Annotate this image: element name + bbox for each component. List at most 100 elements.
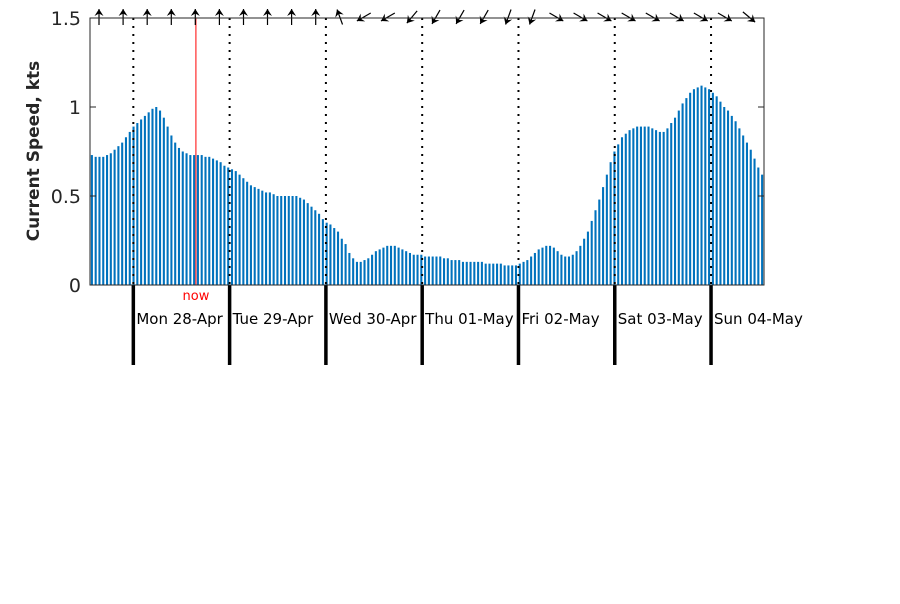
speed-bar: [208, 156, 211, 285]
speed-bar: [249, 185, 252, 285]
day-label: Sat 03-May: [618, 310, 703, 328]
speed-bar: [98, 156, 101, 285]
speed-bar: [185, 153, 188, 285]
direction-arrow: [717, 12, 733, 22]
speed-bar: [575, 251, 578, 285]
speed-bar: [223, 165, 226, 285]
speed-bar: [378, 249, 381, 285]
direction-arrow: [287, 9, 297, 25]
speed-bar: [711, 92, 714, 285]
speed-bar: [655, 130, 658, 285]
speed-bar: [359, 261, 362, 285]
day-lines-layer: [131, 18, 713, 365]
speed-bar: [181, 151, 184, 285]
yticks-layer: 0 0.5 1 1.5: [51, 8, 764, 297]
speed-bar: [552, 247, 555, 285]
speed-bar: [620, 137, 624, 285]
speed-bar: [730, 115, 733, 286]
speed-bar: [344, 244, 347, 285]
speed-bar: [306, 203, 309, 285]
speed-bar: [291, 196, 294, 285]
speed-bar: [238, 174, 241, 285]
speed-bar: [215, 160, 218, 285]
speed-bar: [427, 256, 430, 285]
speed-bar: [143, 115, 146, 286]
direction-arrow: [597, 12, 612, 22]
speed-bar: [586, 231, 589, 285]
speed-bar: [321, 219, 324, 285]
speed-bar: [518, 263, 521, 285]
direction-arrow: [742, 11, 756, 23]
speed-bar: [757, 167, 760, 285]
speed-bar: [700, 85, 703, 285]
speed-bar: [639, 126, 642, 285]
speed-bar: [159, 110, 162, 285]
speed-bar: [662, 131, 665, 285]
speed-bar: [480, 261, 483, 285]
speed-bar: [257, 188, 260, 285]
speed-bar: [242, 178, 245, 285]
speed-bar: [200, 155, 203, 285]
speed-bar: [136, 123, 139, 286]
speed-bar: [246, 181, 249, 285]
direction-arrow: [214, 9, 224, 25]
speed-bar: [545, 245, 548, 285]
direction-arrow: [239, 9, 248, 25]
speed-bar: [401, 249, 404, 285]
day-labels-layer: Mon 28-Apr Tue 29-Apr Wed 30-Apr Thu 01-May…: [136, 310, 803, 328]
speed-bar: [265, 192, 268, 285]
speed-bar: [352, 258, 355, 285]
speed-bar: [405, 251, 408, 285]
speed-bar: [329, 224, 332, 285]
speed-bar: [590, 220, 593, 285]
bars-layer: [90, 85, 764, 286]
speed-bar: [511, 265, 514, 285]
speed-bar: [420, 254, 423, 285]
speed-bar: [106, 155, 109, 285]
speed-bar: [140, 119, 143, 286]
speed-bar: [461, 261, 465, 285]
speed-bar: [458, 260, 461, 285]
speed-bar: [166, 126, 169, 285]
speed-bar: [374, 251, 377, 285]
speed-bar: [522, 261, 525, 285]
speed-bar: [496, 263, 499, 285]
speed-bar: [325, 222, 328, 285]
speed-bar: [749, 149, 752, 285]
speed-bar: [261, 190, 264, 285]
speed-bar: [689, 92, 692, 285]
speed-bar: [302, 199, 305, 285]
speed-bar: [435, 256, 438, 285]
speed-bar: [204, 156, 207, 285]
direction-arrow: [118, 9, 128, 25]
speed-bar: [560, 254, 563, 285]
speed-bar: [253, 187, 256, 285]
speed-bar: [412, 254, 415, 285]
direction-arrow: [356, 12, 372, 22]
speed-bar: [704, 87, 707, 285]
speed-bar: [632, 128, 635, 285]
speed-bar: [537, 249, 540, 285]
direction-arrow: [94, 9, 104, 25]
direction-arrow: [431, 9, 441, 25]
speed-bar: [628, 130, 631, 285]
direction-arrow: [527, 9, 537, 25]
speed-bar: [336, 231, 340, 285]
y-tick-label: 1.5: [51, 8, 81, 30]
speed-bar: [594, 210, 597, 285]
speed-bar: [715, 96, 718, 285]
direction-arrow: [693, 12, 709, 22]
speed-bar: [609, 162, 612, 285]
speed-bar: [310, 206, 313, 285]
speed-bar: [658, 131, 661, 285]
direction-arrow: [549, 12, 564, 22]
speed-bar: [643, 126, 646, 285]
day-label: Fri 02-May: [521, 310, 599, 328]
speed-bar: [397, 247, 400, 285]
speed-bar: [723, 107, 726, 285]
speed-bar: [439, 256, 442, 285]
speed-bar: [673, 117, 677, 286]
speed-bar: [745, 142, 748, 285]
speed-bar: [530, 256, 533, 285]
speed-bar: [526, 260, 529, 285]
